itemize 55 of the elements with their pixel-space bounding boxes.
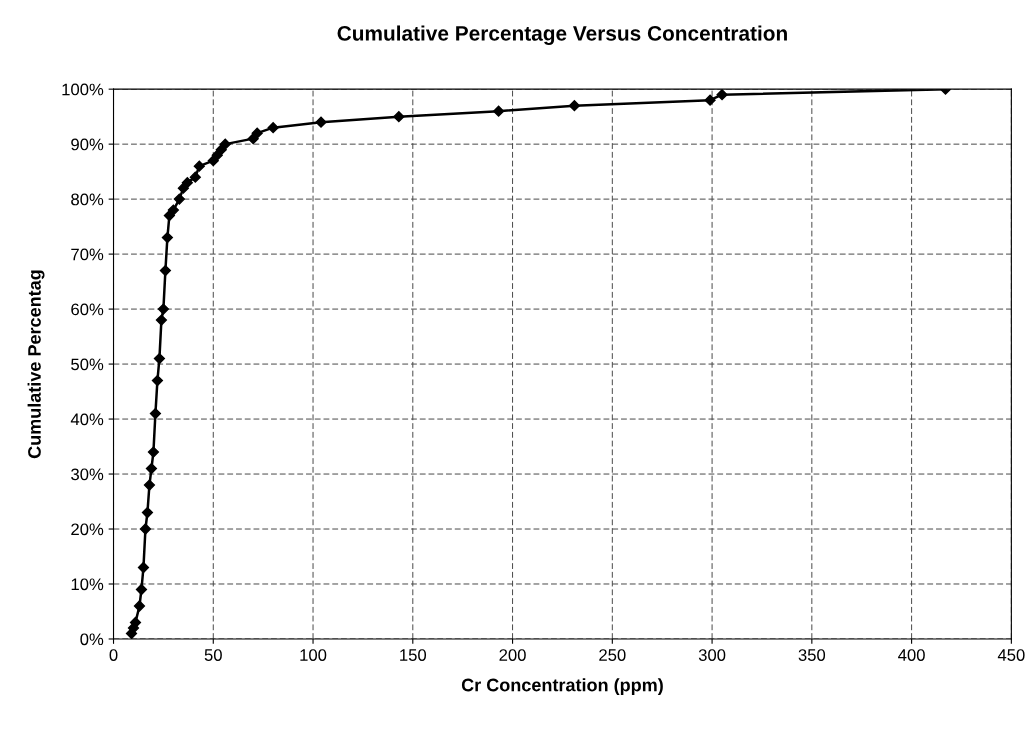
point bbox=[704, 94, 716, 106]
point bbox=[145, 462, 158, 475]
y-tick-label: 70% bbox=[71, 248, 104, 261]
point bbox=[215, 144, 227, 156]
x-tick-label: 50 bbox=[204, 649, 222, 661]
point bbox=[219, 138, 231, 150]
point bbox=[159, 264, 172, 277]
point bbox=[153, 352, 166, 365]
point bbox=[315, 116, 327, 128]
y-tick-label: 80% bbox=[71, 193, 104, 206]
point bbox=[137, 561, 150, 574]
point bbox=[157, 303, 170, 315]
point bbox=[161, 232, 173, 244]
point bbox=[393, 111, 405, 123]
point bbox=[141, 506, 154, 519]
point bbox=[716, 89, 728, 101]
point bbox=[139, 523, 152, 535]
y-tick-label: 30% bbox=[71, 468, 104, 481]
chart-title: Cumulative Percentage Versus Concentration bbox=[337, 25, 787, 45]
point bbox=[173, 193, 185, 205]
point bbox=[193, 160, 205, 172]
point bbox=[247, 133, 259, 145]
y-tick-label: 100% bbox=[62, 83, 104, 96]
point bbox=[133, 600, 146, 612]
x-axis-title: Cr Concentration (ppm) bbox=[461, 678, 663, 695]
x-tick-label: 350 bbox=[798, 649, 826, 661]
point bbox=[135, 583, 148, 596]
point bbox=[267, 122, 279, 134]
y-tick-label: 0% bbox=[80, 633, 104, 646]
point bbox=[151, 374, 164, 387]
y-tick-label: 20% bbox=[71, 523, 104, 536]
x-tick-label: 200 bbox=[499, 649, 526, 661]
y-tick-label: 10% bbox=[71, 578, 104, 591]
point bbox=[155, 314, 168, 326]
y-tick-label: 90% bbox=[71, 138, 104, 151]
point bbox=[181, 177, 193, 189]
x-tick-label: 250 bbox=[599, 649, 626, 661]
y-tick-label: 40% bbox=[70, 413, 104, 426]
x-tick-label: 0 bbox=[109, 649, 118, 661]
point bbox=[143, 479, 156, 491]
x-tick-label: 400 bbox=[898, 649, 925, 661]
point bbox=[149, 407, 162, 420]
point bbox=[568, 100, 581, 112]
x-tick-label: 450 bbox=[997, 649, 1025, 661]
x-tick-label: 100 bbox=[300, 649, 327, 661]
point bbox=[189, 171, 201, 183]
y-axis-title: Cumulative Percentag bbox=[27, 270, 45, 459]
point bbox=[251, 127, 263, 139]
y-tick-label: 50% bbox=[71, 358, 104, 371]
point bbox=[167, 204, 179, 216]
x-tick-label: 300 bbox=[698, 649, 726, 661]
y-tick-label: 60% bbox=[71, 303, 104, 316]
point bbox=[492, 105, 505, 117]
point bbox=[147, 446, 160, 458]
x-tick-label: 150 bbox=[400, 649, 427, 661]
